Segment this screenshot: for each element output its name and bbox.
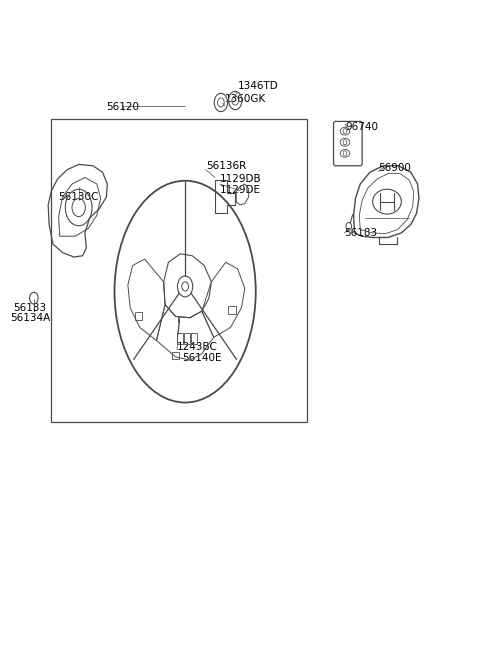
Text: 96740: 96740 [345, 122, 378, 132]
Text: 56900: 56900 [378, 162, 411, 173]
Text: 56136R: 56136R [206, 160, 247, 171]
Bar [134, 312, 142, 320]
Text: 56183: 56183 [344, 228, 377, 238]
Bar [184, 333, 190, 344]
Text: 1129DB: 1129DB [219, 174, 261, 184]
Text: 56134A: 56134A [10, 313, 50, 324]
Text: 56130C: 56130C [59, 192, 99, 202]
Bar [51, 119, 307, 422]
Text: 56120: 56120 [107, 102, 140, 112]
Bar [192, 333, 197, 344]
Bar [172, 352, 180, 360]
Text: 56133: 56133 [13, 303, 47, 313]
Text: 56140E: 56140E [182, 353, 221, 363]
Bar [228, 306, 236, 314]
Text: 1243BC: 1243BC [177, 342, 218, 352]
Text: 1129DE: 1129DE [219, 185, 261, 195]
Text: 1346TD: 1346TD [238, 81, 278, 91]
Text: 1360GK: 1360GK [225, 94, 266, 104]
Bar [177, 333, 183, 344]
